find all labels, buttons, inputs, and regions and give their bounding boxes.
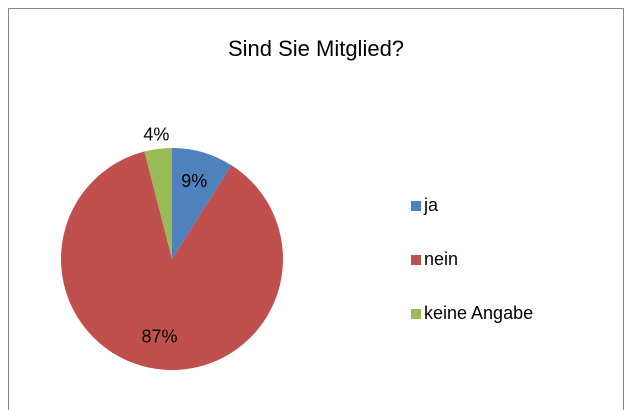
legend-label: ja	[423, 195, 439, 215]
pie-slice	[172, 148, 232, 259]
data-label: 9%	[181, 171, 207, 191]
legend-swatch	[411, 255, 421, 265]
legend-label: keine Angabe	[424, 303, 533, 323]
legend-label: nein	[424, 249, 458, 269]
legend-swatch	[411, 309, 421, 319]
data-label: 87%	[141, 327, 177, 347]
pie-slice	[144, 148, 172, 259]
pie-slice	[61, 151, 284, 371]
chart-title: Sind Sie Mitglied?	[228, 36, 404, 61]
data-label: 4%	[143, 124, 169, 144]
legend-swatch	[411, 201, 421, 211]
